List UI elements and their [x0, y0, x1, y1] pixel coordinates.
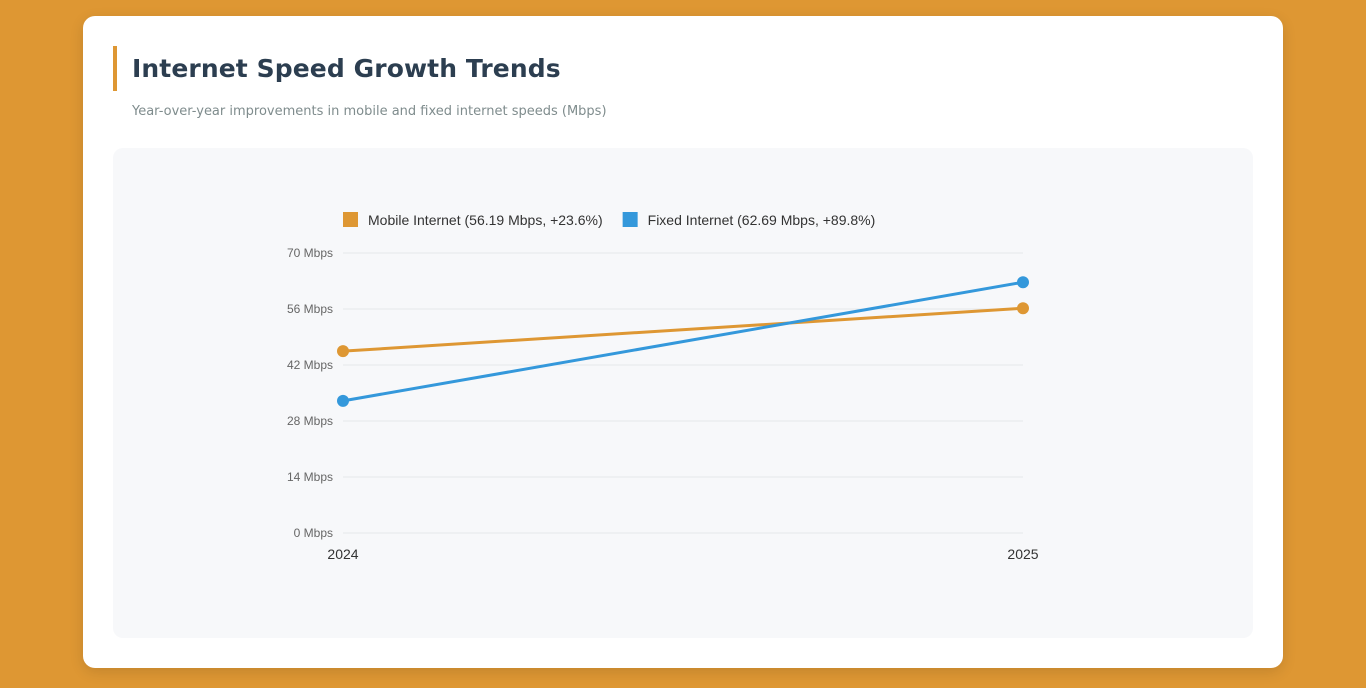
data-point — [337, 345, 349, 358]
y-tick-label: 14 Mbps — [287, 470, 333, 484]
series-line — [342, 306, 1024, 353]
y-tick-label: 70 Mbps — [287, 246, 333, 260]
chart-card: Internet Speed Growth Trends Year-over-y… — [83, 16, 1283, 668]
legend-label: Mobile Internet (56.19 Mbps, +23.6%) — [368, 212, 603, 228]
line-chart: 0 Mbps 14 Mbps 28 Mbps 42 Mbps 56 Mbps 70 Mbp… — [287, 212, 1039, 562]
legend-label: Fixed Internet (62.69 Mbps, +89.8%) — [648, 212, 876, 228]
series-line — [342, 280, 1024, 403]
legend-swatch — [343, 212, 358, 227]
y-tick-label: 28 Mbps — [287, 414, 333, 428]
data-point — [1017, 276, 1029, 289]
legend-swatch — [622, 212, 638, 227]
title-accent-bar: Internet Speed Growth Trends — [113, 46, 561, 91]
page-subtitle: Year-over-year improvements in mobile an… — [132, 104, 607, 119]
x-tick-label: 2024 — [327, 546, 358, 562]
chart-container: 0 Mbps 14 Mbps 28 Mbps 42 Mbps 56 Mbps 70 Mbp… — [113, 148, 1253, 638]
y-tick-label: 42 Mbps — [287, 358, 333, 372]
y-tick-label: 0 Mbps — [294, 526, 333, 540]
y-tick-label: 56 Mbps — [287, 302, 333, 316]
page-title: Internet Speed Growth Trends — [132, 54, 561, 83]
data-point — [1017, 302, 1029, 315]
x-tick-label: 2025 — [1007, 546, 1038, 562]
data-point — [337, 394, 349, 407]
